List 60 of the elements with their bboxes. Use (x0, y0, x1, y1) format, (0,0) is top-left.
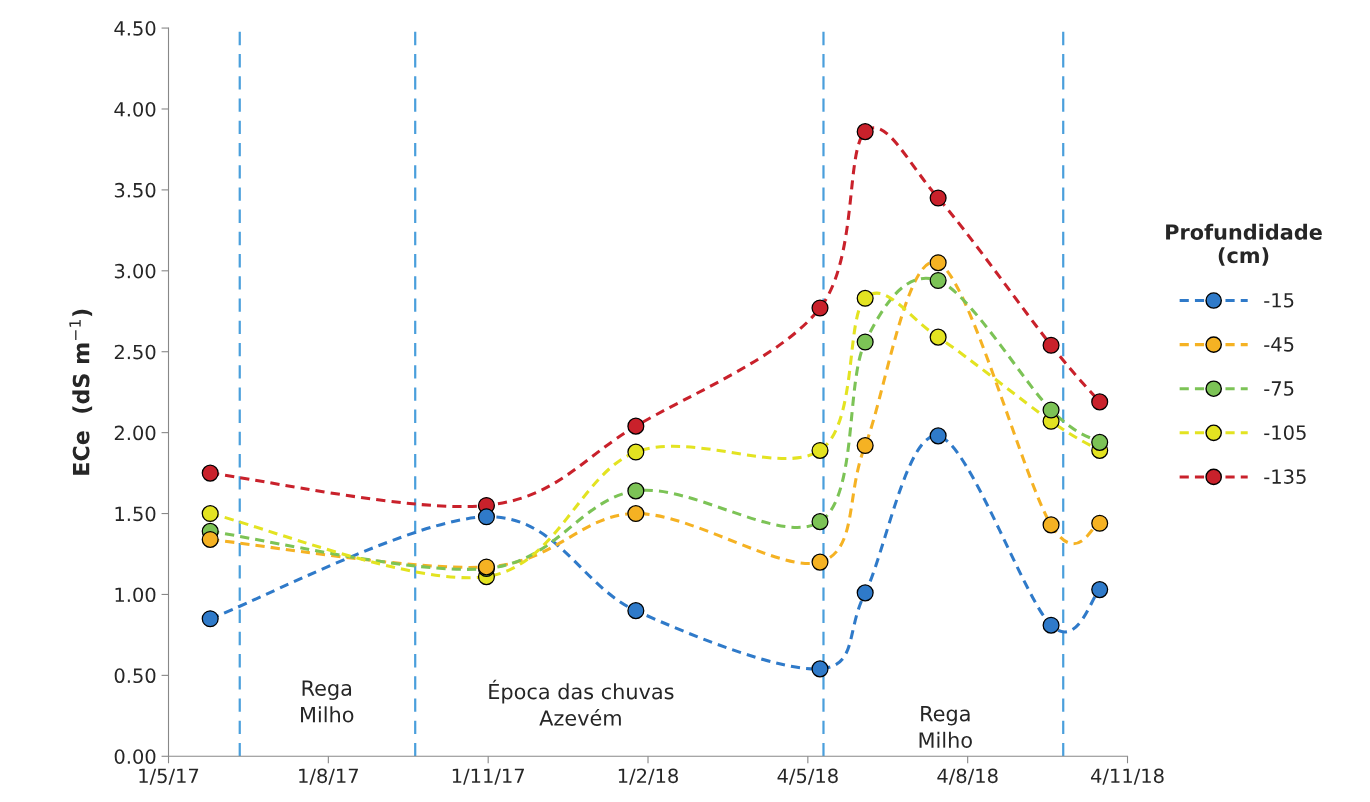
y-tick-label: 1.50 (115, 506, 156, 522)
point (811, 299, 829, 317)
point (627, 602, 645, 620)
point (811, 513, 829, 531)
annotation: Rega Milho (919, 705, 972, 748)
point (1042, 616, 1060, 634)
point (627, 482, 645, 500)
point (1091, 433, 1109, 451)
point (929, 271, 947, 290)
point (1091, 393, 1109, 411)
point (856, 333, 874, 351)
y-tick-label: 4.00 (114, 101, 156, 117)
point (811, 553, 829, 571)
legend-label: -105 (1264, 425, 1306, 440)
point (1091, 514, 1109, 532)
y-tick-label: 2.00 (114, 425, 156, 441)
x-tick-label: 1/8/17 (299, 768, 358, 785)
point (811, 441, 829, 459)
y-tick-label: 3.00 (114, 263, 156, 279)
point (201, 505, 219, 523)
point (201, 464, 219, 482)
y-tick-label: 1.00 (115, 587, 156, 603)
point (627, 417, 645, 435)
legend-label: -135 (1264, 469, 1306, 484)
point (1091, 581, 1109, 599)
point (1042, 336, 1060, 354)
y-tick-label: 3.50 (114, 182, 156, 198)
legend-label: -75 (1264, 381, 1294, 396)
annotation: Época das chuvas Azevém (489, 679, 674, 726)
point (856, 584, 874, 602)
point (477, 508, 495, 526)
point (811, 660, 829, 678)
legend-label: -15 (1264, 293, 1294, 308)
point (929, 189, 947, 207)
y-tick-label: 4.50 (114, 21, 156, 36)
point (856, 123, 874, 141)
point (627, 443, 645, 461)
point (929, 427, 947, 445)
x-tick-label: 4/5/18 (777, 768, 838, 785)
legend-label: -45 (1264, 337, 1294, 352)
y-tick-label: 2.50 (114, 344, 156, 360)
point (1042, 401, 1060, 419)
point (627, 505, 645, 523)
x-tick-label: 4/11/18 (1090, 768, 1164, 785)
point (201, 610, 219, 628)
x-tick-label: 4/8/18 (937, 768, 998, 785)
y-tick-label: 0.50 (114, 668, 156, 684)
x-tick-label: 1/2/18 (618, 768, 678, 785)
y-axis-title: ECe (dS m$^{−1}$) (69, 309, 93, 475)
annotation: Rega Milho (301, 680, 354, 723)
point (1042, 516, 1060, 534)
x-tick-label: 1/11/17 (452, 768, 524, 785)
point (929, 328, 947, 346)
point (856, 437, 874, 455)
point (201, 530, 219, 548)
point (856, 289, 874, 307)
point (929, 254, 947, 272)
legend-title: Profundidade (cm) (1166, 223, 1322, 266)
x-tick-label: 1/5/17 (139, 768, 199, 785)
y-tick-label: 0.00 (114, 749, 156, 764)
